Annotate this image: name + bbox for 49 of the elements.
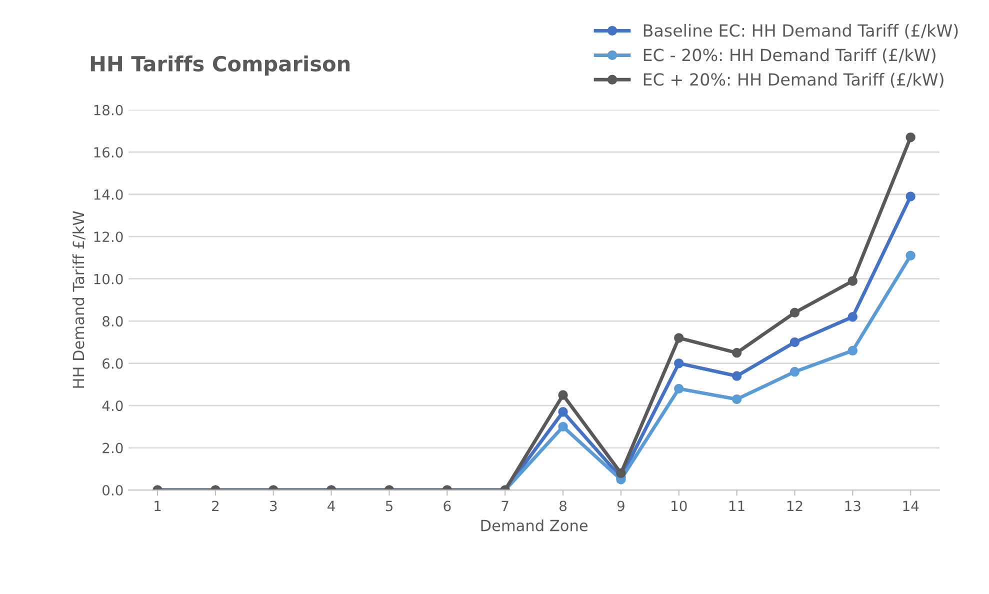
chart-title: HH Tariffs Comparison <box>90 55 350 76</box>
point <box>732 348 742 358</box>
point <box>558 390 568 400</box>
point <box>674 358 684 368</box>
legend-label: EC + 20%: HH Demand Tariff (£/kW) <box>644 72 944 88</box>
y-tick-label: 12.0 <box>94 232 123 242</box>
y-tick-label: 10.0 <box>94 274 123 284</box>
point <box>616 468 626 478</box>
x-tick-label: 10 <box>672 500 687 512</box>
x-tick-label: 11 <box>729 500 744 512</box>
x-tick-label: 12 <box>787 500 802 512</box>
x-tick-label: 2 <box>212 500 218 512</box>
point <box>848 276 858 286</box>
x-tick-label: 4 <box>328 500 335 512</box>
x-tick-label: 3 <box>270 500 277 512</box>
x-tick-label: 13 <box>845 500 860 512</box>
x-tick-label: 6 <box>444 500 451 512</box>
point <box>906 132 916 142</box>
legend-label: EC - 20%: HH Demand Tariff (£/kW) <box>644 48 936 64</box>
point <box>674 384 684 394</box>
point <box>906 192 916 202</box>
x-tick-label: 5 <box>386 500 392 512</box>
y-axis-title: HH Demand Tariff £/kW <box>72 211 86 388</box>
point <box>732 394 742 404</box>
point <box>558 407 568 417</box>
point <box>732 371 742 381</box>
y-tick-label: 18.0 <box>94 104 123 116</box>
point <box>790 366 800 377</box>
y-tick-label: 0.0 <box>102 485 123 496</box>
point <box>790 337 800 348</box>
point <box>848 312 858 322</box>
x-tick-label: 1 <box>154 500 161 512</box>
point <box>906 250 916 260</box>
x-axis-title: Demand Zone <box>481 519 588 532</box>
x-tick-label: 9 <box>617 500 624 512</box>
point <box>558 422 568 432</box>
y-tick-label: 14.0 <box>94 189 123 200</box>
y-tick-label: 4.0 <box>102 400 123 412</box>
point <box>790 308 800 318</box>
x-tick-label: 8 <box>560 500 566 512</box>
legend-label: Baseline EC: HH Demand Tariff (£/kW) <box>644 24 958 39</box>
y-tick-label: 8.0 <box>102 316 123 327</box>
y-tick-label: 2.0 <box>102 442 123 454</box>
point <box>848 346 858 356</box>
x-tick-label: 14 <box>903 500 919 512</box>
x-tick-label: 7 <box>502 500 508 512</box>
y-tick-label: 6.0 <box>102 358 123 369</box>
y-tick-label: 16.0 <box>94 147 123 158</box>
point <box>674 333 684 343</box>
